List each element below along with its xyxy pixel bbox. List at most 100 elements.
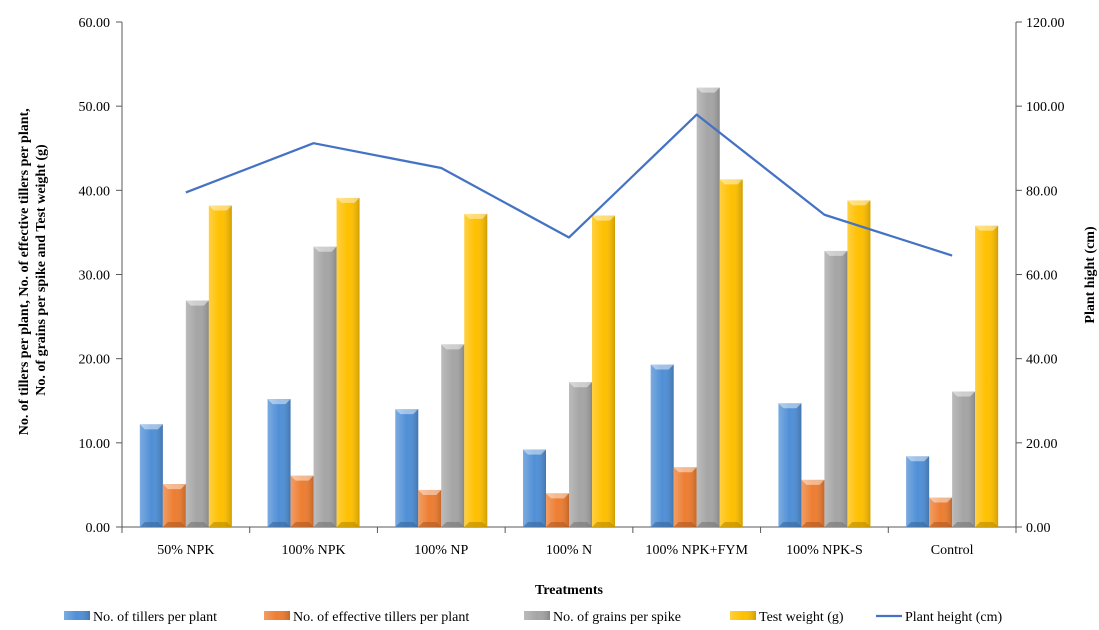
bar-test-weight-g [336, 197, 360, 528]
bar-no-of-grains-per-spike [952, 391, 976, 527]
bar-no-of-effective-tillers-per-plant [162, 484, 186, 527]
left-tick-labels: 0.00 10.00 20.00 30.00 40.00 50.00 60.00 [79, 16, 111, 536]
left-y-axis-title-line-1: No. of tillers per plant, No. of effecti… [17, 108, 32, 435]
bar-no-of-effective-tillers-per-plant [546, 493, 569, 527]
left-y-tick-label: 40.00 [79, 184, 111, 199]
bar-bevel-bottom [650, 522, 674, 527]
bar-bevel-top [906, 456, 930, 462]
bar-no-of-grains-per-spike [185, 300, 209, 527]
legend-label: Plant height (cm) [905, 610, 1003, 625]
bar-bevel-bottom [929, 522, 953, 527]
bar-shade [696, 87, 720, 528]
bar-bevel-top [546, 493, 569, 499]
bar-bevel-top [650, 364, 674, 370]
left-y-tick-label: 0.00 [86, 521, 111, 536]
bar-bevel-top [673, 467, 697, 473]
bar-bevel-bottom [824, 522, 848, 527]
bar-bevel-top [208, 205, 232, 211]
bar-bevel-top [975, 225, 999, 231]
bar-shade [139, 424, 163, 527]
bar-bevel-bottom [906, 522, 930, 527]
left-y-tick-label: 50.00 [79, 100, 111, 115]
right-y-tick-label: 100.00 [1026, 100, 1065, 115]
bar-bevel-bottom [208, 522, 232, 527]
bar-test-weight-g [975, 225, 999, 527]
bar-bevel-bottom [162, 522, 186, 527]
bar-bevel-bottom [592, 522, 615, 527]
legend-swatch-shade [264, 611, 290, 620]
category-labels: 50% NPK 100% NPK 100% NP 100% N 100% NPK+FYM… [157, 543, 973, 558]
bar-bevel-top [185, 300, 209, 306]
bar-shade [801, 479, 825, 527]
bar-shade [847, 200, 871, 527]
bar-no-of-tillers-per-plant [778, 403, 802, 527]
bar-bevel-top [523, 449, 546, 455]
bar-bevel-bottom [569, 522, 592, 527]
category-label: 100% NP [414, 543, 468, 558]
left-y-tick-label: 20.00 [79, 353, 111, 368]
bar-no-of-grains-per-spike [441, 344, 465, 527]
left-y-tick-label: 10.00 [79, 437, 111, 452]
bar-bevel-top [929, 497, 953, 503]
bar-shade [418, 489, 442, 527]
bar-bevel-bottom [267, 522, 291, 527]
bar-bevel-top [801, 479, 825, 485]
bar-test-weight-g [208, 205, 232, 527]
bar-shade [267, 399, 291, 527]
bar-bevel-top [464, 213, 488, 219]
category-label: 100% NPK [281, 543, 345, 558]
bar-bevel-bottom [139, 522, 163, 527]
bar-bevel-bottom [290, 522, 314, 527]
bar-no-of-grains-per-spike [313, 246, 337, 527]
bar-shade [162, 484, 186, 527]
bar-bevel-top [696, 87, 720, 93]
legend-item-plant-height-cm: Plant height (cm) [876, 610, 1003, 625]
bar-bevel-bottom [975, 522, 999, 527]
legend-label: No. of effective tillers per plant [293, 610, 469, 625]
category-label: 100% NPK+FYM [646, 543, 749, 558]
line-plant-height-cm [185, 113, 953, 257]
bar-bevel-top [313, 246, 337, 252]
bar-bevel-bottom [778, 522, 802, 527]
bar-shade [185, 300, 209, 527]
legend-label: Test weight (g) [759, 610, 844, 625]
bar-no-of-grains-per-spike [824, 250, 848, 527]
left-y-axis-title: No. of tillers per plant, No. of effecti… [17, 105, 49, 435]
bar-test-weight-g [464, 213, 488, 527]
right-y-tick-label: 120.00 [1026, 16, 1065, 31]
bar-bevel-top [847, 200, 871, 206]
bar-bevel-top [824, 250, 848, 256]
bar-shade [592, 215, 615, 528]
left-y-axis-title-line-2: No. of grains per spike and Test weight … [34, 144, 49, 396]
bar-bevel-bottom [395, 522, 419, 527]
bar-shade [569, 382, 592, 527]
bar-bevel-bottom [523, 522, 546, 527]
bar-bevel-top [952, 391, 976, 397]
bar-bevel-bottom [696, 522, 720, 527]
bar-shade [464, 213, 488, 527]
bar-shade [824, 250, 848, 527]
bar-shade [290, 475, 314, 527]
legend-label: No. of grains per spike [553, 610, 681, 625]
bar-no-of-effective-tillers-per-plant [673, 467, 697, 527]
bar-bevel-top [441, 344, 465, 350]
bar-shade [523, 449, 546, 527]
bar-bevel-bottom [952, 522, 976, 527]
bar-shade [650, 364, 674, 527]
bar-no-of-grains-per-spike [569, 382, 592, 527]
bar-shade [208, 205, 232, 527]
bar-marks [139, 87, 999, 528]
bar-bevel-bottom [719, 522, 743, 527]
bar-test-weight-g [847, 200, 871, 527]
bar-shade [336, 197, 360, 528]
bar-bevel-bottom [185, 522, 209, 527]
legend-item-test-weight-g: Test weight (g) [730, 610, 844, 625]
category-label: Control [931, 543, 974, 558]
bar-shade [673, 467, 697, 527]
bar-test-weight-g [592, 215, 615, 528]
legend: No. of tillers per plant No. of effective… [64, 610, 1003, 625]
bar-bevel-top [418, 489, 442, 495]
bar-bevel-bottom [546, 522, 569, 527]
legend-item-no-of-effective-tillers-per-plant: No. of effective tillers per plant [264, 610, 469, 625]
